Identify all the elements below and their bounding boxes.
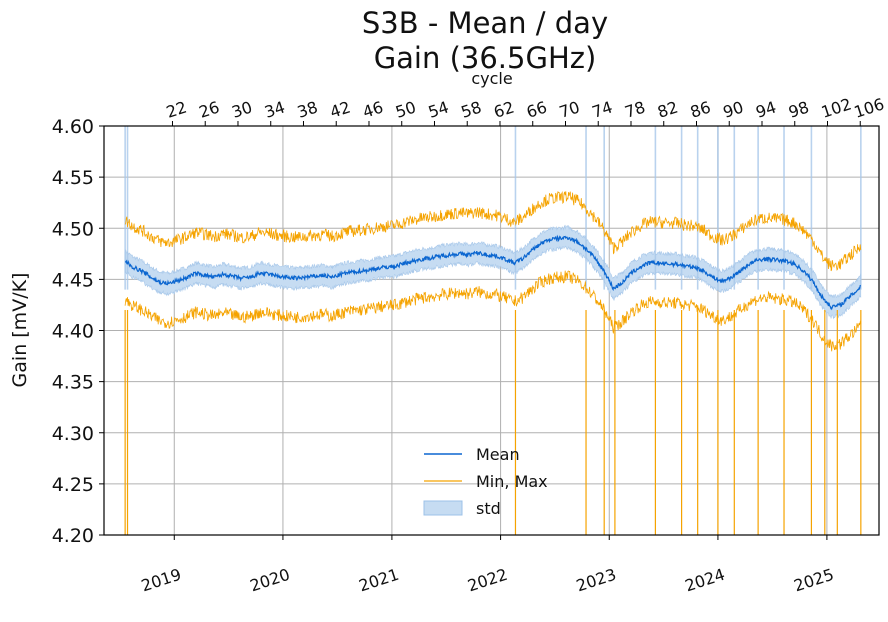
top-tick-label: 66	[524, 97, 549, 121]
top-tick-label: 86	[688, 97, 713, 121]
chart-title-line1: S3B - Mean / day	[361, 6, 609, 40]
top-tick-label: 46	[360, 97, 385, 121]
top-tick-label: 106	[852, 94, 887, 122]
legend-minmax-label: Min, Max	[476, 472, 548, 491]
top-tick-label: 38	[295, 97, 320, 121]
top-tick-label: 78	[622, 97, 647, 121]
legend: Mean Min, Max std	[423, 445, 548, 518]
top-tick-label: 98	[786, 97, 811, 121]
x-tick-label: 2020	[248, 565, 293, 596]
y-tick-label: 4.35	[52, 372, 94, 394]
top-tick-label: 102	[819, 94, 854, 122]
top-tick-label: 90	[721, 97, 746, 121]
legend-std-swatch	[423, 500, 463, 516]
top-tick-label: 82	[655, 97, 680, 121]
std-band	[124, 224, 862, 320]
x-axis-ticks: 2019 2020 2021 2022 2023 2024 2025	[139, 535, 836, 595]
y-axis-label: Gain [mV/K]	[9, 273, 31, 388]
y-axis-ticks: 4.20 4.25 4.30 4.35 4.40 4.45 4.50 4.55 4.60	[52, 116, 104, 547]
top-tick-label: 26	[197, 97, 222, 121]
y-tick-label: 4.45	[52, 269, 94, 291]
x-tick-label: 2019	[139, 565, 184, 596]
top-tick-label: 74	[590, 97, 615, 121]
x-tick-label: 2023	[574, 565, 619, 596]
top-axis-label: cycle	[471, 69, 512, 88]
y-tick-label: 4.40	[52, 321, 94, 343]
top-tick-label: 22	[164, 97, 189, 121]
legend-mean-label: Mean	[476, 445, 520, 464]
minmax-lines-layer	[124, 190, 862, 535]
x-tick-label: 2025	[792, 565, 837, 596]
top-tick-label: 30	[229, 97, 254, 121]
max-line	[124, 190, 862, 272]
y-tick-label: 4.20	[52, 525, 94, 547]
std-band-layer	[124, 126, 862, 320]
mean-line-layer	[125, 234, 861, 311]
top-axis-cycle-ticks: 22 26 30 34 38 42 46 50 54 58 62 66 70 74 78 82 86 90 94 98…	[164, 94, 887, 126]
y-tick-label: 4.25	[52, 474, 94, 496]
top-tick-label: 54	[426, 97, 451, 121]
y-tick-label: 4.30	[52, 423, 94, 445]
chart-title-line2: Gain (36.5GHz)	[373, 41, 597, 75]
top-tick-label: 58	[459, 97, 484, 121]
top-tick-label: 50	[393, 97, 418, 121]
mean-line	[125, 234, 861, 311]
legend-std-label: std	[476, 499, 501, 518]
y-tick-label: 4.60	[52, 116, 94, 138]
top-tick-label: 42	[328, 97, 353, 121]
min-line	[124, 270, 862, 352]
y-tick-label: 4.55	[52, 167, 94, 189]
top-tick-label: 34	[262, 97, 287, 121]
x-tick-label: 2021	[357, 565, 402, 596]
top-tick-label: 94	[753, 97, 778, 121]
top-tick-label: 70	[557, 97, 582, 121]
x-tick-label: 2022	[465, 565, 510, 596]
x-tick-label: 2024	[683, 565, 728, 596]
y-tick-label: 4.50	[52, 218, 94, 240]
top-tick-label: 62	[491, 97, 516, 121]
